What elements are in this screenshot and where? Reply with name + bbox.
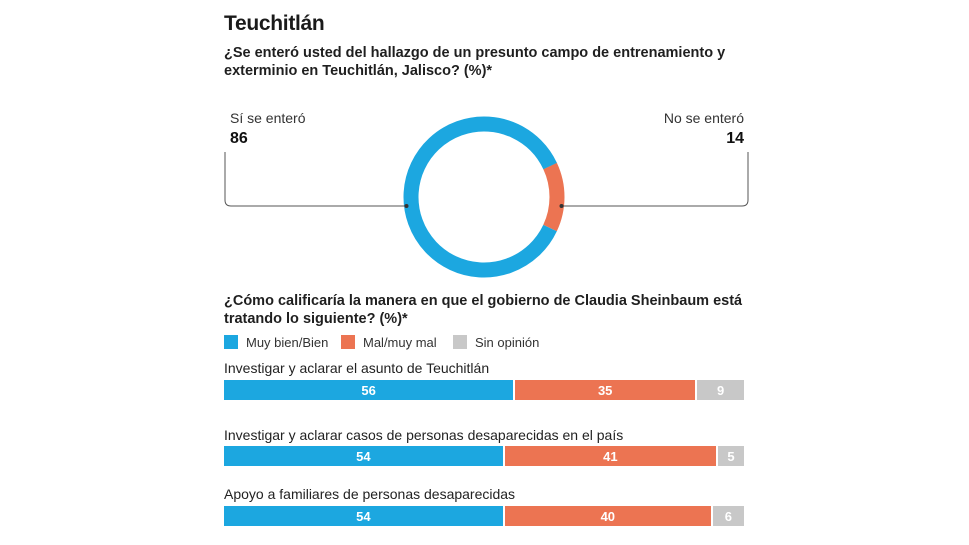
donut-slice-yes [403,116,565,278]
donut-value-no: 14 [726,130,744,147]
legend-swatch-no-opinion [453,335,467,349]
bar-segment-good: 54 [224,506,505,526]
legend-label-good: Muy bien/Bien [246,334,329,350]
donut-label-no: No se enteró [663,110,744,126]
legend-swatch-bad [341,335,355,349]
bar-category-label: Apoyo a familiares de personas desaparec… [224,486,516,502]
question-rating: ¿Cómo calificaría la manera en que el go… [224,293,743,327]
legend-item-bad: Mal/muy mal [341,334,437,350]
stacked-bar-row: 54 40 6 [224,506,744,526]
bar-category-label: Investigar y aclarar casos de personas d… [224,427,624,443]
donut-value-yes: 86 [230,130,248,147]
bar-segment-good: 56 [224,380,516,400]
bar-segment-bad: 35 [515,380,698,400]
question-awareness: ¿Se enteró usted del hallazgo de un pres… [224,45,726,79]
legend-swatch-good [224,335,238,349]
bar-segment-bad: 40 [504,506,713,526]
legend-label-no-opinion: Sin opinión [475,334,540,350]
leader-line-no [561,152,749,207]
leader-dot-yes [404,204,409,208]
bar-segment-no-opinion: 5 [717,446,744,466]
bar-category-label: Investigar y aclarar el asunto de Teuchi… [224,360,490,376]
stacked-bar-row: 56 35 9 [224,380,744,400]
donut-label-yes: Sí se enteró [230,110,306,126]
legend-item-no-opinion: Sin opinión [453,334,539,350]
legend-label-bad: Mal/muy mal [363,334,437,350]
bar-segment-good: 54 [224,446,505,466]
donut-chart [224,116,749,278]
legend-item-good: Muy bien/Bien [224,334,328,350]
leader-dot-no [559,204,564,208]
stacked-bar-row: 54 41 5 [224,446,744,466]
bar-segment-no-opinion: 6 [712,506,744,526]
bar-segment-no-opinion: 9 [697,380,744,400]
bar-segment-bad: 41 [504,446,718,466]
leader-line-yes [224,152,407,207]
page-title: Teuchitlán [224,12,325,35]
